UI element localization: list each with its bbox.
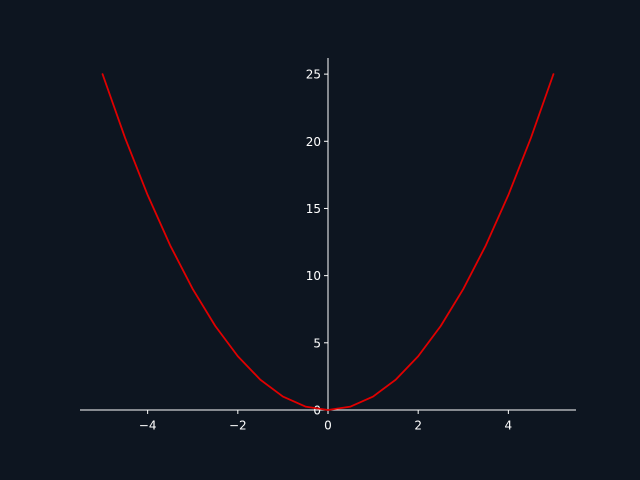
- x-tick-label: −4: [139, 418, 157, 432]
- y-tick-label: 15: [306, 202, 321, 216]
- y-tick-label: 20: [306, 135, 321, 149]
- y-tick-label: 5: [313, 336, 321, 350]
- series-line: [101, 73, 555, 411]
- x-tick-label: 4: [505, 418, 513, 432]
- x-tick-label: 2: [414, 418, 422, 432]
- y-tick-label: 25: [306, 68, 321, 82]
- y-tick-label: 10: [306, 269, 321, 283]
- series-group: [101, 73, 555, 411]
- y-tick-label: 0: [313, 403, 321, 417]
- x-tick-label: −2: [229, 418, 247, 432]
- ticks-group: −4 −2 0 2 4 0 5 10 15 20 25: [139, 68, 512, 433]
- x-tick-label: 0: [324, 418, 332, 432]
